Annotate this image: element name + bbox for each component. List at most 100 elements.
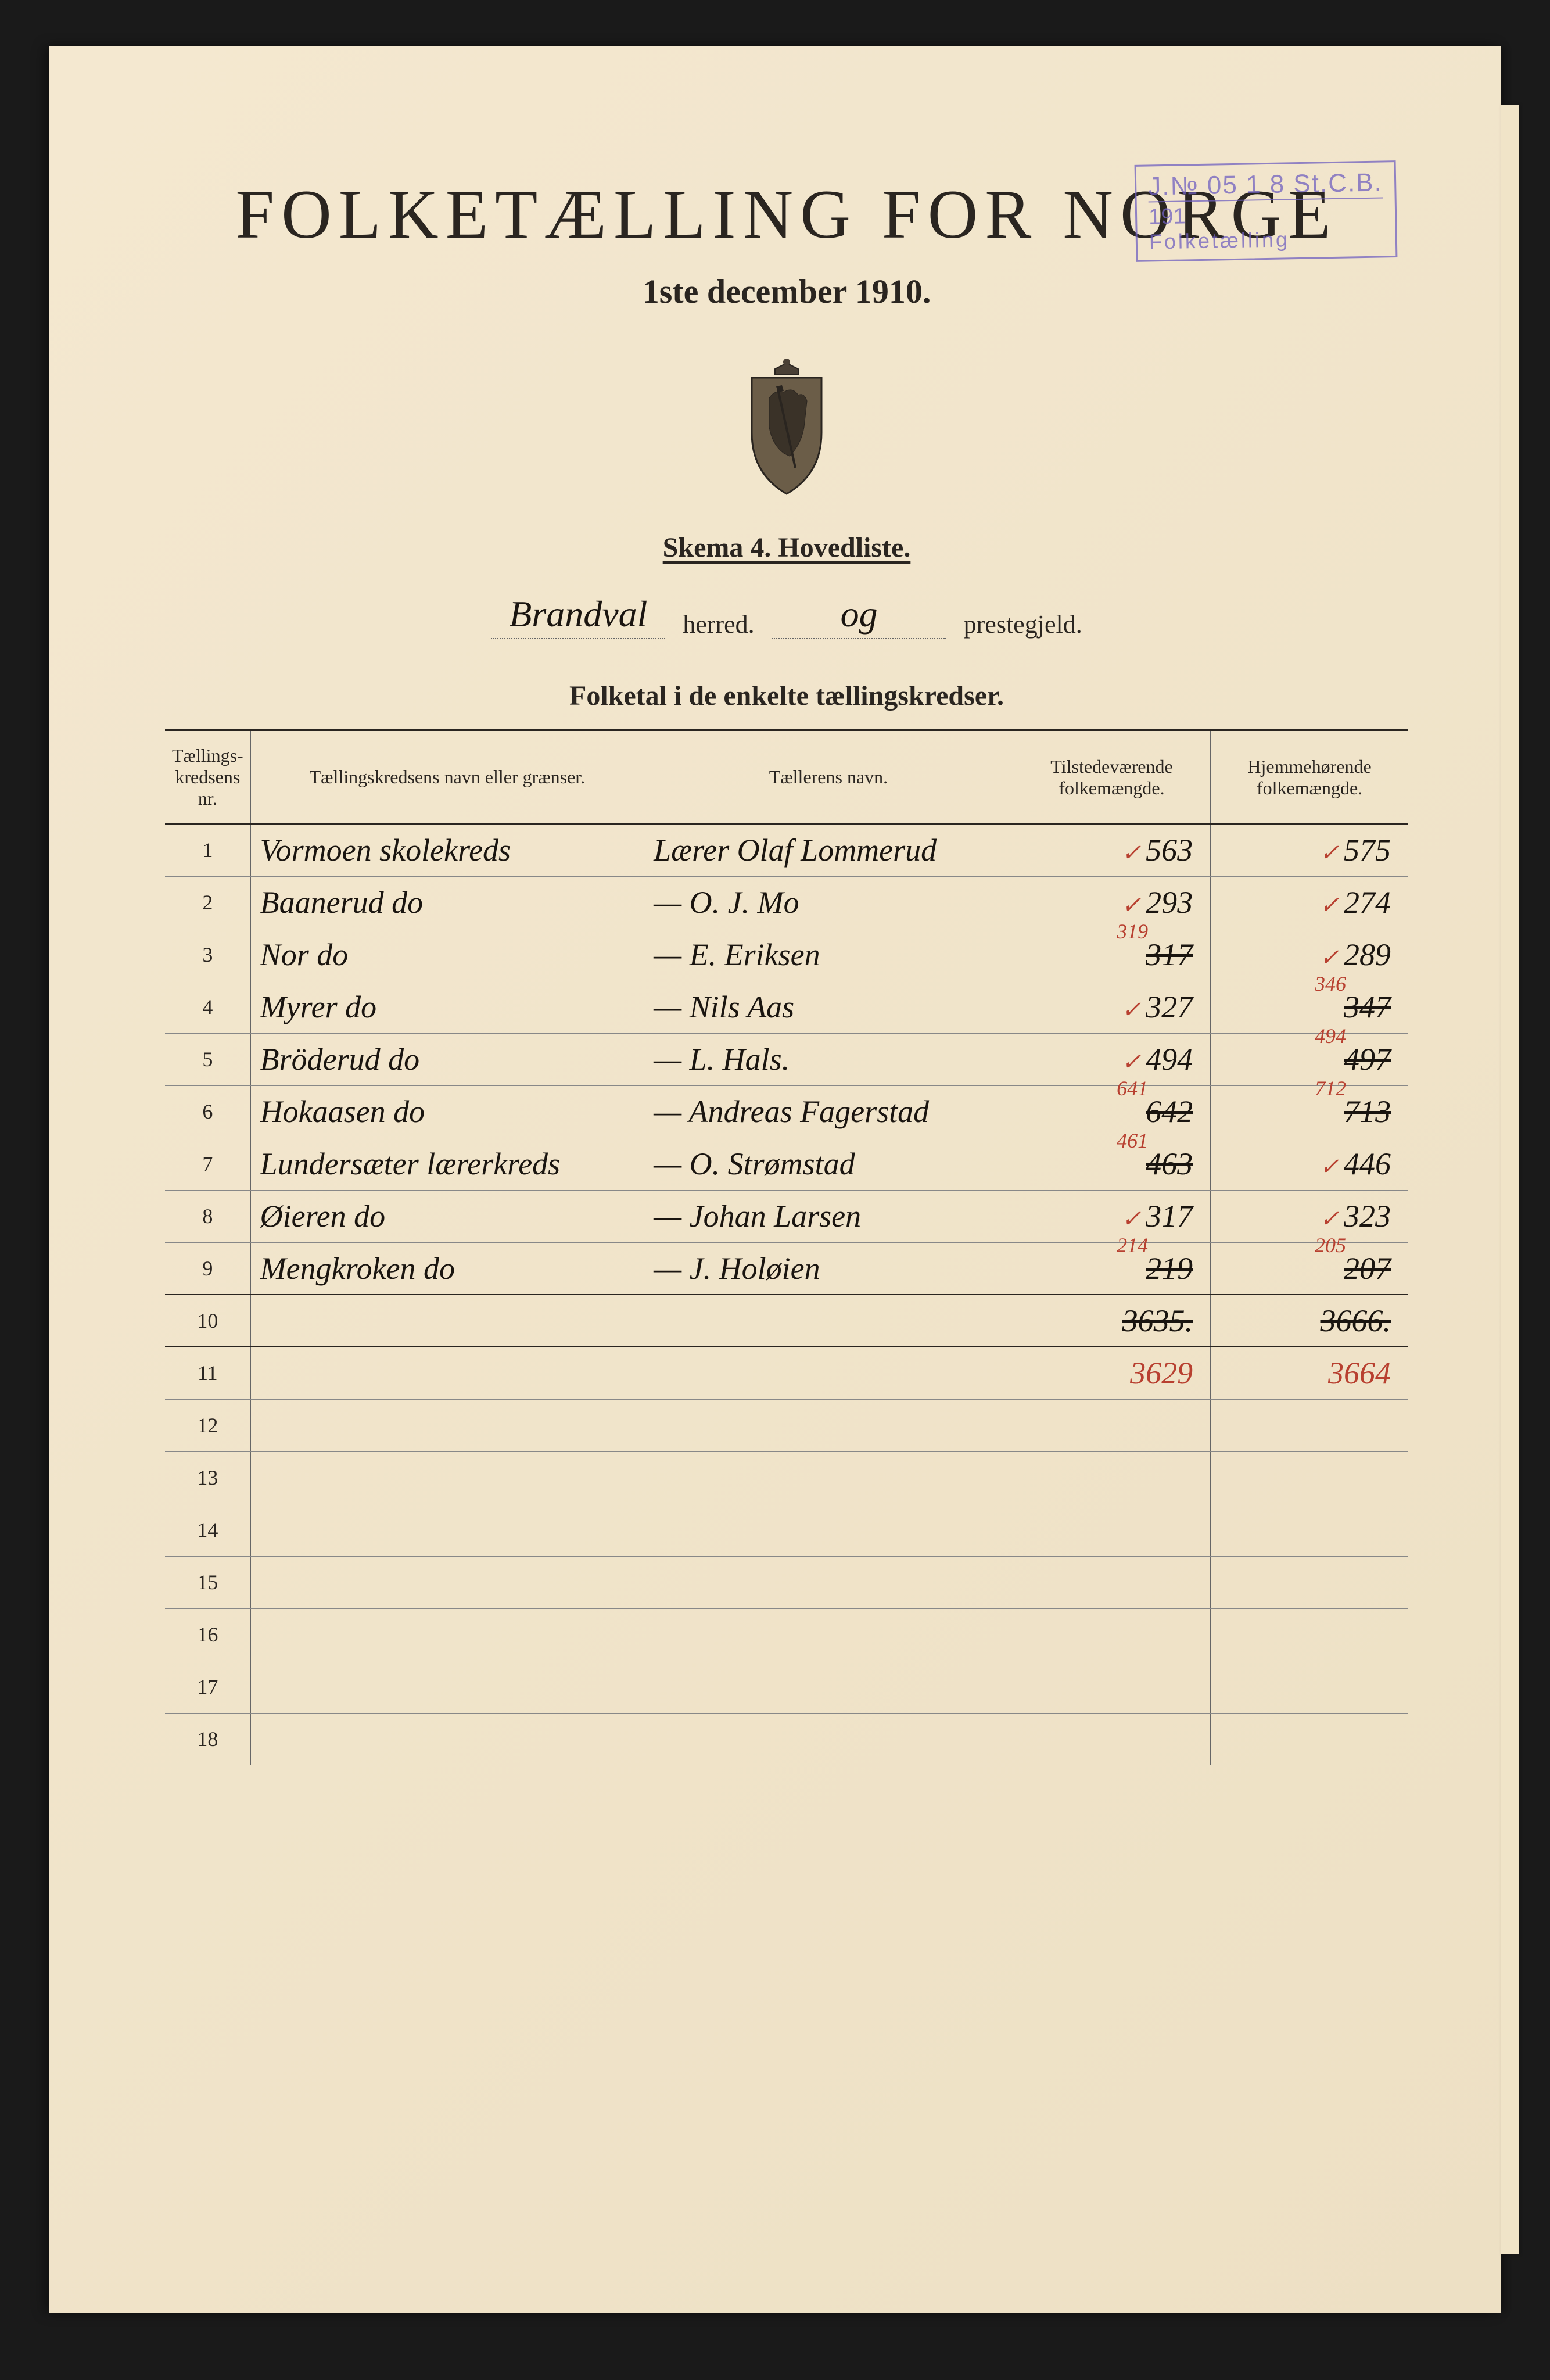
cell-home bbox=[1211, 1556, 1408, 1608]
cell-counter: — O. Strømstad bbox=[644, 1138, 1013, 1190]
cell-counter: — E. Eriksen bbox=[644, 929, 1013, 981]
cell-name bbox=[250, 1661, 644, 1713]
table-row: 11 36293664 bbox=[165, 1347, 1408, 1399]
cell-present: ✓563 bbox=[1013, 824, 1210, 876]
cell-nr: 5 bbox=[165, 1033, 250, 1085]
col-header-nr: Tællings- kredsens nr. bbox=[165, 730, 250, 825]
cell-nr: 12 bbox=[165, 1399, 250, 1451]
cell-present: 461463 bbox=[1013, 1138, 1210, 1190]
cell-counter bbox=[644, 1399, 1013, 1451]
cell-name bbox=[250, 1399, 644, 1451]
cell-nr: 2 bbox=[165, 876, 250, 929]
cell-present bbox=[1013, 1399, 1210, 1451]
cell-name bbox=[250, 1556, 644, 1608]
cell-nr: 7 bbox=[165, 1138, 250, 1190]
col-header-name: Tællingskredsens navn eller grænser. bbox=[250, 730, 644, 825]
skema-label: Skema 4. Hovedliste. bbox=[165, 532, 1408, 564]
table-row: 9Mengkroken do— J. Holøien214219205207 bbox=[165, 1242, 1408, 1295]
cell-home: 205207 bbox=[1211, 1242, 1408, 1295]
cell-counter bbox=[644, 1556, 1013, 1608]
cell-present: 214219 bbox=[1013, 1242, 1210, 1295]
cell-nr: 10 bbox=[165, 1295, 250, 1347]
cell-present: ✓327 bbox=[1013, 981, 1210, 1033]
cell-name: Hokaasen do bbox=[250, 1085, 644, 1138]
table-row: 16 bbox=[165, 1608, 1408, 1661]
herred-name: Brandval bbox=[491, 593, 665, 639]
section-title: Folketal i de enkelte tællingskredser. bbox=[165, 680, 1408, 712]
cell-name: Øieren do bbox=[250, 1190, 644, 1242]
table-row: 14 bbox=[165, 1504, 1408, 1556]
cell-name bbox=[250, 1608, 644, 1661]
cell-nr: 9 bbox=[165, 1242, 250, 1295]
cell-counter bbox=[644, 1504, 1013, 1556]
cell-counter bbox=[644, 1347, 1013, 1399]
cell-counter: — Andreas Fagerstad bbox=[644, 1085, 1013, 1138]
cell-home: 712713 bbox=[1211, 1085, 1408, 1138]
cell-name bbox=[250, 1347, 644, 1399]
cell-home bbox=[1211, 1661, 1408, 1713]
cell-present: 319317 bbox=[1013, 929, 1210, 981]
cell-name: Mengkroken do bbox=[250, 1242, 644, 1295]
cell-home bbox=[1211, 1451, 1408, 1504]
stamp-line-2: 191 bbox=[1149, 197, 1383, 230]
cell-home bbox=[1211, 1713, 1408, 1765]
cell-counter: — Johan Larsen bbox=[644, 1190, 1013, 1242]
stamp-line-1: J.№ 05 1 8 St.C.B. bbox=[1148, 168, 1383, 201]
table-row: 18 bbox=[165, 1713, 1408, 1765]
cell-counter: — J. Holøien bbox=[644, 1242, 1013, 1295]
table-row: 2Baanerud do— O. J. Mo✓293✓274 bbox=[165, 876, 1408, 929]
cell-present: ✓317 bbox=[1013, 1190, 1210, 1242]
cell-present bbox=[1013, 1451, 1210, 1504]
cell-name: Lundersæter lærerkreds bbox=[250, 1138, 644, 1190]
cell-present bbox=[1013, 1504, 1210, 1556]
cell-nr: 8 bbox=[165, 1190, 250, 1242]
cell-counter bbox=[644, 1661, 1013, 1713]
cell-present: 3635. bbox=[1013, 1295, 1210, 1347]
cell-name bbox=[250, 1451, 644, 1504]
table-row: 7Lundersæter lærerkreds— O. Strømstad461… bbox=[165, 1138, 1408, 1190]
herred-label: herred. bbox=[683, 610, 754, 639]
cell-nr: 17 bbox=[165, 1661, 250, 1713]
census-table: Tællings- kredsens nr. Tællingskredsens … bbox=[165, 729, 1408, 1766]
cell-nr: 15 bbox=[165, 1556, 250, 1608]
cell-home: 3664 bbox=[1211, 1347, 1408, 1399]
cell-nr: 4 bbox=[165, 981, 250, 1033]
table-row: 1Vormoen skolekredsLærer Olaf Lommerud✓5… bbox=[165, 824, 1408, 876]
herred-line: Brandval herred. og prestegjeld. bbox=[165, 593, 1408, 639]
table-row: 103635.3666. bbox=[165, 1295, 1408, 1347]
cell-nr: 11 bbox=[165, 1347, 250, 1399]
cell-home: 346347 bbox=[1211, 981, 1408, 1033]
cell-home bbox=[1211, 1399, 1408, 1451]
page-subtitle: 1ste december 1910. bbox=[165, 272, 1408, 311]
cell-nr: 18 bbox=[165, 1713, 250, 1765]
table-row: 12 bbox=[165, 1399, 1408, 1451]
cell-name: Bröderud do bbox=[250, 1033, 644, 1085]
cell-name bbox=[250, 1295, 644, 1347]
cell-home bbox=[1211, 1504, 1408, 1556]
cell-home: ✓289 bbox=[1211, 929, 1408, 981]
cell-counter: Lærer Olaf Lommerud bbox=[644, 824, 1013, 876]
cell-home: 494497 bbox=[1211, 1033, 1408, 1085]
cell-present bbox=[1013, 1556, 1210, 1608]
table-row: 8Øieren do— Johan Larsen✓317✓323 bbox=[165, 1190, 1408, 1242]
cell-home: ✓274 bbox=[1211, 876, 1408, 929]
cell-name: Vormoen skolekreds bbox=[250, 824, 644, 876]
cell-nr: 3 bbox=[165, 929, 250, 981]
cell-name: Myrer do bbox=[250, 981, 644, 1033]
cell-nr: 14 bbox=[165, 1504, 250, 1556]
cell-counter bbox=[644, 1713, 1013, 1765]
table-row: 6Hokaasen do— Andreas Fagerstad641642712… bbox=[165, 1085, 1408, 1138]
cell-home bbox=[1211, 1608, 1408, 1661]
cell-present: ✓293 bbox=[1013, 876, 1210, 929]
cell-counter: — L. Hals. bbox=[644, 1033, 1013, 1085]
cell-nr: 13 bbox=[165, 1451, 250, 1504]
table-header-row: Tællings- kredsens nr. Tællingskredsens … bbox=[165, 730, 1408, 825]
cell-present bbox=[1013, 1661, 1210, 1713]
cell-counter: — O. J. Mo bbox=[644, 876, 1013, 929]
cell-present bbox=[1013, 1713, 1210, 1765]
stamp-line-3: Folketælling bbox=[1149, 225, 1384, 254]
cell-name bbox=[250, 1504, 644, 1556]
cell-home: ✓575 bbox=[1211, 824, 1408, 876]
cell-counter bbox=[644, 1295, 1013, 1347]
cell-present: 3629 bbox=[1013, 1347, 1210, 1399]
